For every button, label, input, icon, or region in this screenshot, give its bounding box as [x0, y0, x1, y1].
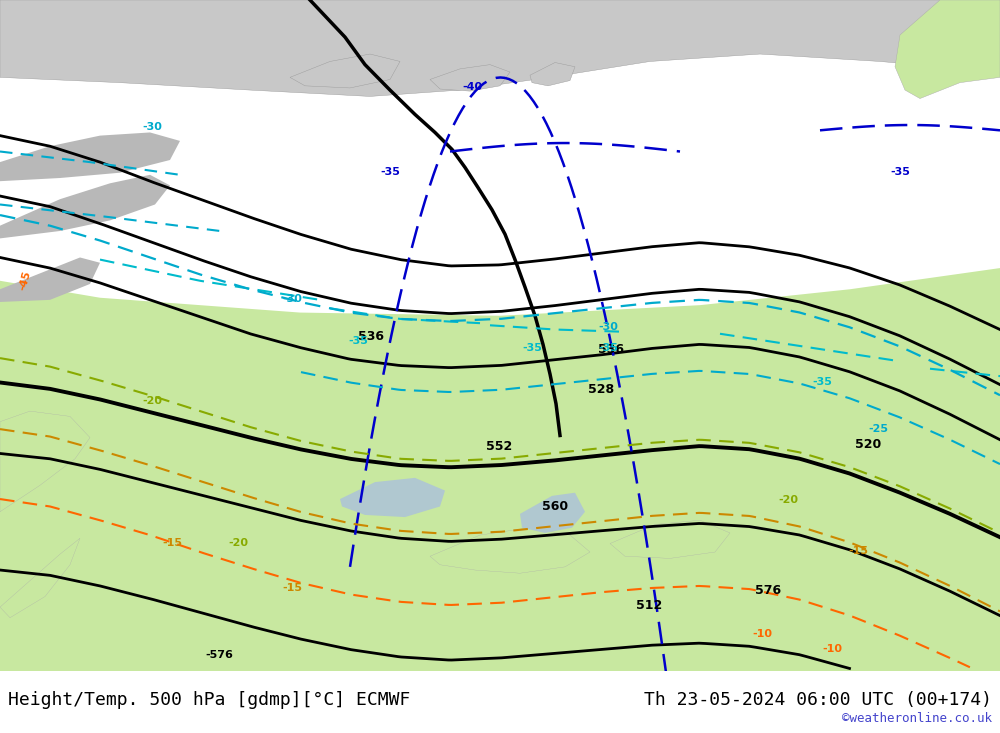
- Text: -20: -20: [142, 396, 162, 405]
- Text: 560: 560: [542, 500, 568, 512]
- Text: -15: -15: [282, 583, 302, 593]
- Text: -45: -45: [18, 269, 33, 291]
- Polygon shape: [520, 493, 585, 533]
- Text: 536: 536: [598, 343, 624, 356]
- Text: -40: -40: [462, 82, 482, 92]
- Text: -30: -30: [282, 294, 302, 304]
- Text: -30: -30: [142, 122, 162, 133]
- Text: 528: 528: [588, 383, 614, 396]
- Text: Height/Temp. 500 hPa [gdmp][°C] ECMWF: Height/Temp. 500 hPa [gdmp][°C] ECMWF: [8, 690, 410, 709]
- Polygon shape: [610, 520, 730, 559]
- Text: 512: 512: [636, 600, 662, 612]
- Text: -35: -35: [522, 343, 542, 353]
- Text: -30: -30: [598, 322, 618, 331]
- Polygon shape: [0, 538, 80, 618]
- Text: -35: -35: [890, 167, 910, 177]
- Text: Th 23-05-2024 06:00 UTC (00+174): Th 23-05-2024 06:00 UTC (00+174): [644, 690, 992, 709]
- Polygon shape: [0, 0, 1000, 97]
- Polygon shape: [430, 65, 510, 91]
- Polygon shape: [290, 54, 400, 88]
- Text: 576: 576: [755, 584, 781, 597]
- Text: -10: -10: [822, 644, 842, 654]
- Polygon shape: [340, 478, 445, 517]
- Text: -15: -15: [848, 546, 868, 556]
- Text: -576: -576: [205, 650, 233, 660]
- Polygon shape: [895, 0, 1000, 98]
- Text: -35: -35: [348, 336, 368, 347]
- Text: -35: -35: [812, 377, 832, 386]
- Polygon shape: [0, 406, 1000, 671]
- Text: -35: -35: [380, 167, 400, 177]
- Text: -20: -20: [778, 496, 798, 505]
- Text: -35: -35: [598, 343, 618, 353]
- Polygon shape: [0, 268, 1000, 671]
- Text: ©weatheronline.co.uk: ©weatheronline.co.uk: [842, 712, 992, 725]
- Text: -10: -10: [752, 629, 772, 638]
- Polygon shape: [0, 133, 180, 181]
- Text: -15: -15: [162, 538, 182, 548]
- Text: -20: -20: [228, 538, 248, 548]
- Text: 536: 536: [358, 330, 384, 343]
- Text: 552: 552: [486, 441, 512, 453]
- Polygon shape: [0, 411, 90, 512]
- Text: -25: -25: [868, 424, 888, 434]
- Polygon shape: [0, 257, 100, 302]
- Text: 520: 520: [855, 438, 881, 452]
- Polygon shape: [430, 528, 590, 573]
- Polygon shape: [0, 175, 170, 238]
- Polygon shape: [530, 62, 575, 86]
